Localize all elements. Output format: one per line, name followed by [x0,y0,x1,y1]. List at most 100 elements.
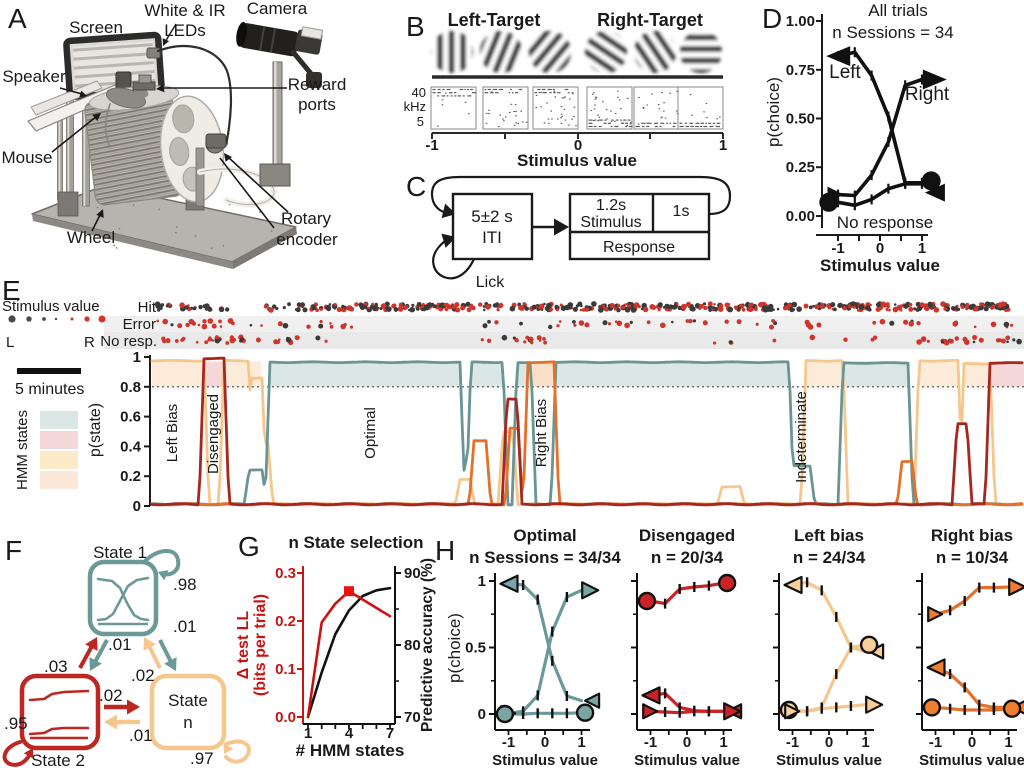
svg-text:0.75: 0.75 [786,62,815,79]
svg-text:1: 1 [133,349,141,366]
svg-text:State: State [168,691,208,710]
svg-text:0.8: 0.8 [120,379,141,396]
svg-text:0.50: 0.50 [786,111,815,128]
svg-text:Left bias: Left bias [794,526,864,545]
svg-text:1: 1 [719,137,727,154]
svg-text:Lick: Lick [476,274,505,291]
svg-text:Right: Right [905,84,950,105]
svg-text:-1: -1 [425,137,438,154]
svg-text:p(choice): p(choice) [445,613,464,683]
svg-text:1.2s: 1.2s [596,197,626,214]
svg-text:Reward: Reward [288,75,347,94]
svg-text:-1: -1 [929,734,942,751]
svg-text:No response: No response [837,213,933,232]
svg-text:Disengaged: Disengaged [639,526,735,545]
svg-text:0: 0 [683,734,691,751]
svg-text:0.1: 0.1 [275,661,296,678]
svg-text:.01: .01 [129,726,153,745]
svg-text:0.00: 0.00 [786,208,815,225]
svg-text:.02: .02 [99,686,123,705]
svg-text:Rotary: Rotary [281,209,332,228]
svg-text:(bits per trial): (bits per trial) [252,594,269,696]
svg-text:LEDs: LEDs [164,21,206,40]
svg-text:0: 0 [825,734,833,751]
svg-text:1: 1 [577,734,585,751]
svg-text:Right bias: Right bias [931,526,1013,545]
svg-text:Hit: Hit [138,299,157,316]
svg-text:7: 7 [386,725,394,742]
svg-text:Camera: Camera [247,0,308,18]
svg-text:0: 0 [574,137,582,154]
svg-text:n: n [183,713,192,732]
svg-text:C: C [406,171,426,202]
svg-text:-1: -1 [831,240,844,257]
svg-text:0.3: 0.3 [275,565,296,582]
svg-text:B: B [406,11,425,42]
svg-text:1: 1 [304,725,312,742]
svg-text:E: E [2,275,21,306]
svg-text:Error: Error [123,316,156,333]
svg-text:5 minutes: 5 minutes [15,381,84,398]
svg-text:No resp.: No resp. [100,333,157,350]
svg-text:5: 5 [417,114,424,129]
svg-text:1: 1 [1004,734,1012,751]
svg-text:Left-Target: Left-Target [448,10,541,30]
svg-text:n State selection: n State selection [288,533,423,552]
svg-text:State 1: State 1 [93,543,147,562]
svg-text:4: 4 [345,725,354,742]
svg-text:Stimulus value: Stimulus value [2,298,100,315]
svg-text:0.2: 0.2 [120,468,141,485]
svg-text:Right Bias: Right Bias [533,399,550,467]
svg-text:n Sessions = 34/34: n Sessions = 34/34 [469,548,621,567]
svg-text:Predictive accuracy (%): Predictive accuracy (%) [419,558,436,732]
svg-text:Disengaged: Disengaged [205,394,222,474]
svg-text:.01: .01 [108,635,132,654]
svg-text:80: 80 [404,637,421,654]
svg-text:90: 90 [404,565,421,582]
svg-text:.02: .02 [131,666,155,685]
svg-text:0: 0 [541,734,549,751]
svg-text:Optimal: Optimal [362,407,379,459]
svg-text:HMM states: HMM states [14,410,31,490]
svg-text:1: 1 [719,734,727,751]
svg-text:encoder: encoder [276,230,338,249]
svg-text:Δ test LL: Δ test LL [235,611,252,680]
svg-text:n Sessions = 34: n Sessions = 34 [832,23,953,42]
svg-text:kHz: kHz [404,99,426,114]
svg-text:0: 0 [968,734,976,751]
svg-text:Stimulus value: Stimulus value [820,256,940,275]
svg-text:0: 0 [876,240,884,257]
svg-text:Stimulus value: Stimulus value [492,752,598,769]
svg-text:n = 20/34: n = 20/34 [651,548,724,567]
svg-text:Indeterminate: Indeterminate [793,391,810,483]
svg-text:Stimulus value: Stimulus value [776,752,882,769]
svg-text:.97: .97 [190,749,214,768]
svg-text:ITI: ITI [482,228,502,247]
svg-text:70: 70 [404,709,421,726]
svg-text:0.2: 0.2 [275,613,296,630]
svg-text:D: D [762,3,782,34]
svg-text:0: 0 [478,706,486,723]
svg-text:-1: -1 [786,734,799,751]
svg-text:A: A [8,3,27,34]
svg-text:White & IR: White & IR [144,1,225,20]
svg-text:n = 24/34: n = 24/34 [793,548,866,567]
svg-text:Screen: Screen [69,18,123,37]
svg-text:1: 1 [918,240,926,257]
svg-text:Stimulus: Stimulus [580,214,641,231]
svg-text:1: 1 [478,573,486,590]
svg-text:0.0: 0.0 [275,709,296,726]
svg-text:Stimulus value: Stimulus value [634,752,740,769]
svg-text:1: 1 [861,734,869,751]
svg-text:H: H [435,535,455,566]
svg-text:R: R [84,334,95,351]
svg-text:p(choice): p(choice) [764,77,783,147]
svg-text:1.00: 1.00 [786,13,815,30]
svg-text:0.25: 0.25 [786,159,815,176]
svg-text:0: 0 [133,498,141,515]
svg-text:G: G [238,531,260,562]
svg-text:Right-Target: Right-Target [597,10,703,30]
svg-text:.03: .03 [44,657,68,676]
svg-text:# HMM states: # HMM states [296,741,405,760]
svg-text:Wheel: Wheel [67,228,115,247]
